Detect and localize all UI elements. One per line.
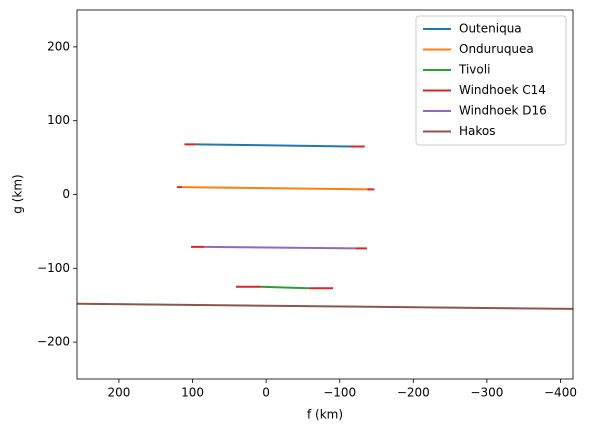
- legend-label: Onduruquea: [459, 42, 534, 56]
- series-line: [204, 245, 356, 250]
- y-tick-label: 200: [47, 39, 70, 53]
- legend-label: Windhoek C14: [459, 83, 546, 97]
- series-line: [260, 285, 309, 290]
- y-tick-label: −100: [37, 261, 70, 275]
- x-tick-label: −400: [544, 386, 577, 400]
- x-tick-label: 100: [181, 386, 204, 400]
- plot-frame: [76, 9, 574, 380]
- y-axis-label: g (km): [11, 174, 25, 213]
- legend-box: [415, 15, 567, 146]
- legend-label: Hakos: [459, 124, 496, 138]
- series-line: [177, 143, 375, 290]
- series-line: [182, 186, 370, 191]
- series-line: [196, 143, 351, 148]
- y-tick-label: 100: [47, 113, 70, 127]
- x-tick-label: 200: [107, 386, 130, 400]
- x-tick-label: −200: [397, 386, 430, 400]
- y-tick-label: 0: [62, 187, 70, 201]
- x-axis-label: f (km): [307, 408, 343, 422]
- y-tick-label: −200: [37, 335, 70, 349]
- series-line: [77, 302, 573, 310]
- legend-label: Windhoek D16: [459, 104, 547, 118]
- x-tick-label: 0: [262, 386, 270, 400]
- x-tick-label: −100: [323, 386, 356, 400]
- x-tick-label: −300: [470, 386, 503, 400]
- legend-label: Tivoli: [458, 63, 490, 77]
- legend-label: Outeniqua: [459, 22, 522, 36]
